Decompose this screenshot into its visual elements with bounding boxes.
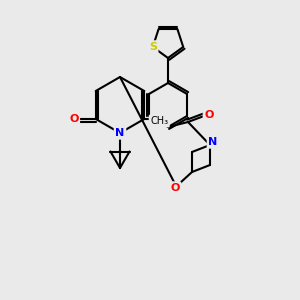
Text: O: O bbox=[204, 110, 214, 120]
Text: N: N bbox=[116, 128, 124, 138]
Text: S: S bbox=[149, 42, 157, 52]
Text: CH₃: CH₃ bbox=[150, 116, 168, 126]
Text: O: O bbox=[69, 114, 78, 124]
Text: N: N bbox=[208, 137, 217, 147]
Text: O: O bbox=[170, 183, 180, 193]
